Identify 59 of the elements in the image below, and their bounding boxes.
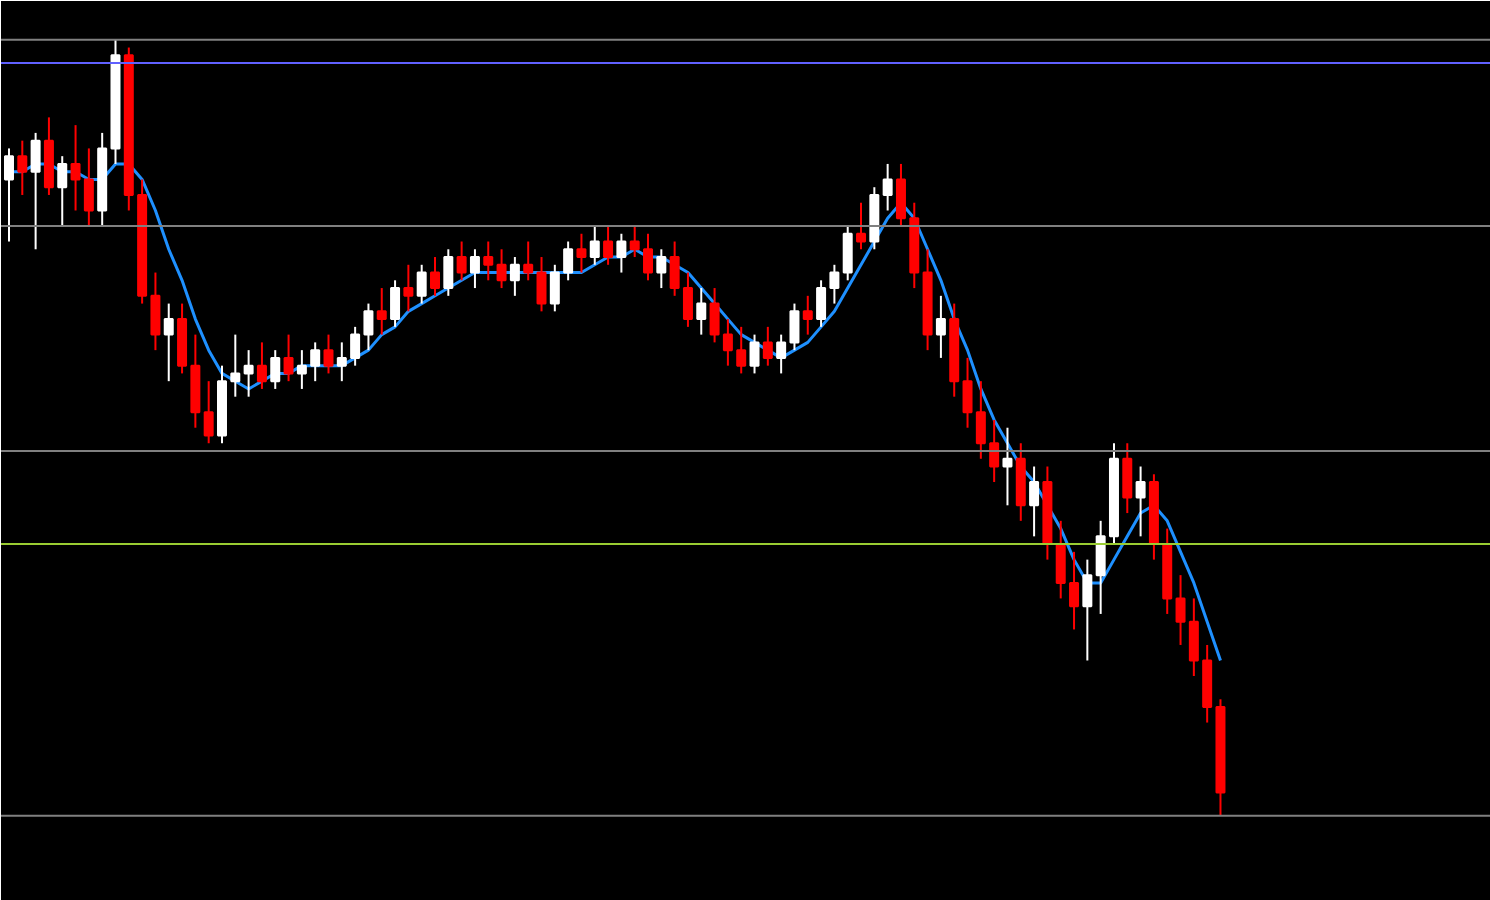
candlestick: [696, 287, 707, 336]
candlestick: [203, 380, 214, 445]
candlestick: [323, 333, 334, 375]
candlestick: [1029, 465, 1040, 538]
candlestick: [856, 201, 867, 251]
candlestick: [443, 248, 454, 297]
candlestick: [1135, 465, 1146, 538]
candlestick: [390, 279, 401, 328]
candlestick: [762, 325, 773, 367]
candlestick: [150, 271, 161, 352]
candlestick: [469, 248, 480, 290]
candlestick: [682, 271, 693, 328]
candlestick: [509, 256, 520, 297]
candlestick: [256, 341, 267, 390]
candlestick: [643, 232, 654, 282]
candlestick: [30, 131, 41, 251]
candlestick: [483, 240, 494, 282]
candlestick: [842, 225, 853, 282]
candlestick: [749, 333, 760, 375]
candlestick: [776, 333, 787, 375]
candlestick: [1082, 558, 1093, 662]
candlestick: [1002, 426, 1013, 507]
candlestick: [496, 248, 507, 290]
candlestick: [589, 225, 600, 266]
candlestick: [523, 240, 534, 282]
candlestick: [802, 294, 813, 336]
candlestick: [163, 302, 174, 383]
candlestick: [57, 155, 68, 227]
candlestick: [416, 263, 427, 305]
candlestick: [603, 225, 614, 266]
candlestick: [243, 349, 254, 398]
candlestick: [283, 333, 294, 383]
candlestick: [376, 287, 387, 336]
candlestick: [456, 240, 467, 282]
candlestick: [789, 302, 800, 352]
candlestick: [177, 302, 188, 375]
candlestick: [190, 333, 201, 429]
candlestick: [83, 147, 94, 227]
candlestick: [70, 124, 81, 212]
candlestick: [962, 356, 973, 429]
candlestick: [656, 248, 667, 290]
candlestick: [616, 232, 627, 274]
candlestick: [536, 256, 547, 313]
candlestick: [1015, 442, 1026, 522]
candlestick: [430, 256, 440, 297]
candlestick: [1122, 442, 1133, 515]
candlestick: [270, 349, 281, 390]
candlestick: [669, 240, 680, 297]
candlestick: [576, 232, 587, 274]
candlestick: [869, 186, 880, 251]
candlestick: [17, 139, 28, 196]
candlestick: [3, 147, 14, 243]
candlestick: [403, 263, 414, 313]
candlestick: [43, 116, 54, 196]
candlestick: [336, 341, 347, 383]
candlestick: [629, 225, 640, 259]
candlestick: [230, 333, 241, 398]
candlestick: [935, 294, 946, 359]
candlestick: [882, 162, 893, 212]
